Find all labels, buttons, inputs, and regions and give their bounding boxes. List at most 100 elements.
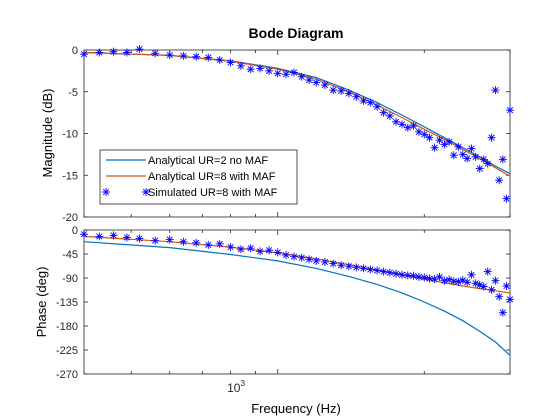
phase-marker-simulated-d2 [380, 268, 387, 275]
magnitude-marker-simulated [192, 52, 201, 61]
phase-marker-simulated-d2 [247, 245, 254, 252]
magnitude-marker-simulated [467, 144, 476, 153]
magnitude-marker-simulated [179, 51, 188, 60]
phase-marker-simulated-d2 [373, 267, 381, 274]
phase-marker-simulated [246, 244, 255, 253]
magnitude-marker-simulated-d2 [446, 138, 453, 145]
phase-marker-simulated [80, 230, 88, 239]
magnitude-marker-simulated-d2 [484, 160, 491, 167]
phase-marker-simulated [506, 295, 514, 304]
phase-marker-simulated [122, 233, 131, 242]
magnitude-marker-simulated [320, 81, 329, 90]
legend-label-analytical-ur8: Analytical UR=8 with MAF [148, 171, 276, 183]
magnitude-marker-simulated [471, 152, 480, 161]
magnitude-y-tick-label: 0 [72, 45, 78, 57]
magnitude-marker-simulated-d2 [415, 128, 423, 135]
magnitude-marker-simulated-d2 [499, 156, 506, 163]
magnitude-marker-simulated-d2 [472, 153, 479, 160]
phase-marker-simulated [479, 282, 488, 291]
phase-marker-simulated-d2 [330, 260, 337, 267]
phase-marker-simulated-d2 [282, 251, 290, 259]
magnitude-marker-simulated [312, 78, 321, 87]
magnitude-marker-simulated-d2 [338, 87, 345, 95]
phase-marker-simulated-d2 [392, 270, 400, 277]
magnitude-marker-simulated-d2 [392, 118, 400, 125]
magnitude-marker-simulated [95, 48, 104, 57]
phase-marker-simulated-d2 [274, 249, 281, 256]
magnitude-marker-simulated-d2 [110, 48, 117, 55]
x-tick-label-exp: 3 [240, 379, 245, 388]
magnitude-marker-simulated [454, 142, 463, 151]
phase-marker-simulated-d2 [446, 276, 453, 283]
magnitude-marker-simulated [495, 176, 504, 185]
magnitude-marker-simulated-d2 [421, 131, 428, 138]
magnitude-marker-simulated [273, 69, 282, 78]
phase-marker-simulated-d2 [367, 266, 374, 273]
phase-marker-simulated-d2 [421, 274, 428, 281]
magnitude-marker-simulated [305, 76, 314, 85]
magnitude-marker-simulated [449, 151, 458, 160]
phase-marker-simulated-d2 [216, 240, 223, 247]
magnitude-marker-simulated-d2 [298, 73, 305, 80]
phase-line-analytical-ur2 [83, 241, 511, 356]
magnitude-marker-simulated-d2 [459, 151, 466, 158]
phase-marker-simulated-d2 [123, 234, 131, 241]
magnitude-marker-simulated [483, 159, 492, 168]
magnitude-marker-simulated [282, 70, 291, 79]
magnitude-marker-simulated [373, 102, 382, 111]
phase-marker-simulated [320, 258, 329, 266]
magnitude-marker-simulated [435, 136, 444, 145]
magnitude-marker-simulated-d2 [506, 107, 514, 114]
legend-swatch-simulated-star-right-d2 [142, 188, 150, 196]
legend-label-simulated: Simulated UR=8 with MAF [148, 187, 278, 199]
magnitude-marker-simulated [256, 64, 265, 73]
phase-marker-simulated [463, 278, 472, 287]
magnitude-marker-simulated [226, 58, 235, 67]
magnitude-marker-simulated [385, 111, 394, 120]
magnitude-marker-simulated-d2 [193, 53, 200, 60]
magnitude-marker-simulated [403, 123, 412, 132]
magnitude-marker-simulated [397, 120, 406, 129]
magnitude-marker-simulated [289, 68, 298, 77]
magnitude-marker-simulated-d2 [488, 134, 495, 141]
phase-marker-simulated-d2 [321, 258, 329, 266]
magnitude-y-tick-label: -10 [62, 129, 78, 141]
magnitude-marker-simulated-d2 [237, 62, 244, 69]
phase-y-tick-label: -90 [62, 273, 78, 285]
phase-marker-simulated-d2 [180, 238, 187, 245]
phase-y-tick-label: -135 [56, 297, 78, 309]
phase-marker-simulated [467, 270, 476, 279]
phase-y-ticks: 0 -45 -90 -135 -180 -225 -270 [56, 225, 510, 381]
magnitude-marker-simulated [475, 164, 484, 173]
magnitude-marker-simulated-d2 [436, 137, 443, 144]
magnitude-marker-simulated-d2 [345, 90, 352, 97]
phase-marker-simulated [312, 256, 321, 265]
phase-marker-simulated-d2 [476, 281, 483, 289]
phase-marker-simulated [151, 236, 160, 245]
legend-label-analytical-ur2: Analytical UR=2 no MAF [148, 155, 268, 167]
phase-marker-simulated [226, 243, 235, 252]
magnitude-marker-simulated-d2 [476, 165, 483, 172]
magnitude-marker-simulated-d2 [282, 71, 290, 78]
phase-marker-simulated [435, 272, 444, 281]
phase-marker-simulated [491, 276, 500, 285]
phase-marker-simulated-d2 [484, 268, 491, 275]
magnitude-marker-simulated [337, 86, 346, 95]
phase-marker-simulated-d2 [410, 272, 417, 279]
phase-marker-simulated-d2 [472, 280, 479, 287]
phase-marker-simulated-d2 [360, 265, 367, 272]
legend-swatch-simulated-star-right [142, 188, 150, 196]
phase-marker-simulated-d2 [492, 277, 499, 284]
phase-marker-simulated-d2 [459, 277, 466, 284]
phase-marker-simulated [297, 253, 306, 262]
magnitude-marker-simulated [409, 121, 418, 130]
phase-marker-simulated-d2 [468, 271, 475, 278]
chart-title: Bode Diagram [249, 25, 344, 41]
phase-marker-simulated [373, 266, 382, 275]
magnitude-marker-simulated [109, 47, 118, 56]
magnitude-marker-simulated-d2 [265, 67, 273, 74]
phase-marker-simulated-d2 [313, 257, 320, 265]
legend-swatch-simulated-star-left [102, 188, 110, 196]
phase-marker-simulated-d2 [353, 264, 360, 271]
